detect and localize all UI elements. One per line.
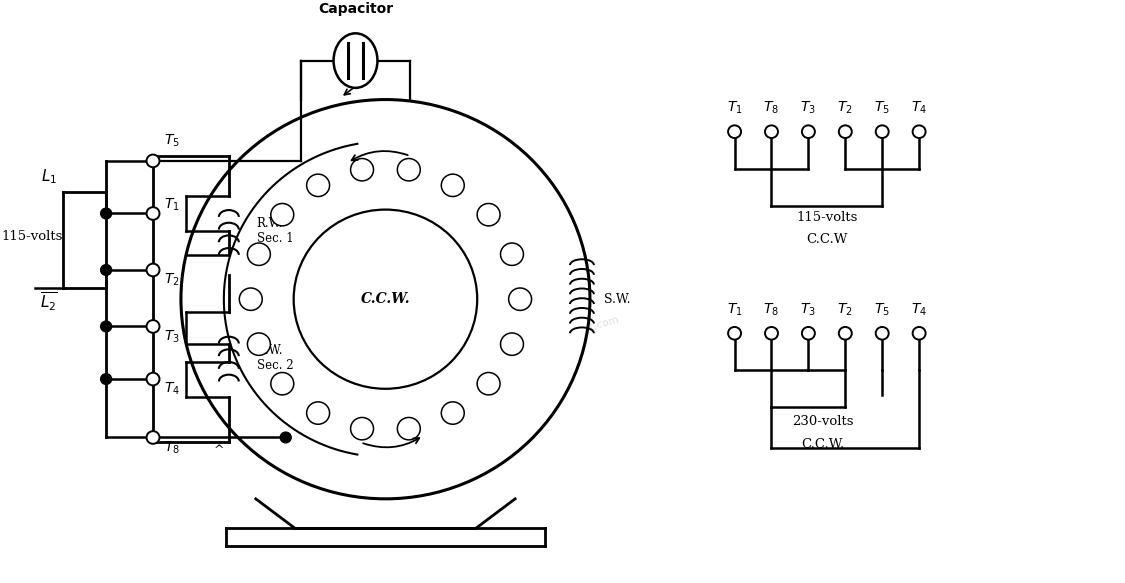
- Circle shape: [508, 288, 532, 310]
- Text: R.W.
Sec. 1: R.W. Sec. 1: [256, 217, 294, 245]
- Text: 230-volts: 230-volts: [793, 415, 854, 428]
- Text: http://ijyamp.blogspot.com: http://ijyamp.blogspot.com: [282, 182, 418, 240]
- Text: $T_{2}$: $T_{2}$: [837, 100, 853, 116]
- Circle shape: [248, 243, 270, 265]
- Text: S.W.: S.W.: [604, 293, 630, 305]
- Ellipse shape: [334, 33, 378, 88]
- Text: $L_1$: $L_1$: [40, 167, 57, 186]
- Circle shape: [441, 174, 465, 196]
- Circle shape: [501, 333, 523, 356]
- Text: $T_{5}$: $T_{5}$: [874, 100, 890, 116]
- Circle shape: [307, 402, 330, 424]
- Text: $T_1$: $T_1$: [164, 196, 180, 213]
- Circle shape: [802, 125, 814, 138]
- Text: $T_5$: $T_5$: [164, 133, 180, 149]
- Text: C.C.W: C.C.W: [807, 233, 847, 246]
- Text: http://ijyamp.blogspot.com: http://ijyamp.blogspot.com: [282, 406, 418, 465]
- Text: $T_{8}$: $T_{8}$: [764, 301, 780, 318]
- Circle shape: [477, 373, 501, 395]
- Text: http://ijyamp.blogspot.com: http://ijyamp.blogspot.com: [480, 315, 620, 361]
- Circle shape: [248, 333, 270, 356]
- Circle shape: [146, 373, 160, 385]
- Text: C.C.W.: C.C.W.: [361, 292, 411, 306]
- Circle shape: [765, 327, 778, 340]
- Circle shape: [240, 288, 262, 310]
- Circle shape: [875, 327, 889, 340]
- Circle shape: [146, 264, 160, 276]
- Text: $T_{2}$: $T_{2}$: [837, 301, 853, 318]
- Text: $T_{8}$: $T_{8}$: [764, 100, 780, 116]
- Text: $T_{1}$: $T_{1}$: [727, 100, 742, 116]
- Text: $T_4$: $T_4$: [164, 381, 180, 398]
- Text: $T_{5}$: $T_{5}$: [874, 301, 890, 318]
- Circle shape: [397, 159, 421, 181]
- Text: $T_{4}$: $T_{4}$: [911, 100, 927, 116]
- Circle shape: [294, 210, 477, 389]
- Text: $T_2$: $T_2$: [164, 272, 180, 289]
- Text: R.W.
Sec. 2: R.W. Sec. 2: [256, 343, 294, 371]
- Text: $T_{1}$: $T_{1}$: [727, 301, 742, 318]
- Circle shape: [181, 100, 590, 499]
- Text: $T_{3}$: $T_{3}$: [801, 100, 817, 116]
- Text: $T_{4}$: $T_{4}$: [911, 301, 927, 318]
- Text: 115-volts: 115-volts: [1, 230, 63, 243]
- Circle shape: [146, 320, 160, 333]
- Circle shape: [146, 431, 160, 444]
- Circle shape: [100, 374, 111, 384]
- Circle shape: [875, 125, 889, 138]
- Text: $T_8$: $T_8$: [164, 440, 180, 456]
- Text: $T_{3}$: $T_{3}$: [801, 301, 817, 318]
- Text: $T_3$: $T_3$: [164, 328, 180, 345]
- Circle shape: [100, 265, 111, 275]
- Circle shape: [912, 125, 926, 138]
- Circle shape: [100, 321, 111, 332]
- Text: C.C.W.: C.C.W.: [802, 438, 845, 451]
- Circle shape: [307, 174, 330, 196]
- Circle shape: [728, 125, 741, 138]
- Text: Capacitor: Capacitor: [318, 2, 393, 16]
- Circle shape: [802, 327, 814, 340]
- Circle shape: [397, 417, 421, 440]
- Circle shape: [146, 207, 160, 220]
- Text: $\overline{L_2}$: $\overline{L_2}$: [39, 290, 57, 312]
- Circle shape: [100, 208, 111, 219]
- Circle shape: [839, 125, 852, 138]
- Circle shape: [501, 243, 523, 265]
- Circle shape: [912, 327, 926, 340]
- Circle shape: [271, 373, 294, 395]
- Circle shape: [351, 417, 374, 440]
- Text: 115-volts: 115-volts: [796, 210, 857, 223]
- Circle shape: [146, 154, 160, 167]
- Circle shape: [728, 327, 741, 340]
- Circle shape: [351, 159, 374, 181]
- Circle shape: [839, 327, 852, 340]
- Text: ^: ^: [214, 444, 224, 457]
- Circle shape: [477, 203, 501, 226]
- Circle shape: [441, 402, 465, 424]
- Circle shape: [280, 432, 291, 443]
- Circle shape: [271, 203, 294, 226]
- Circle shape: [765, 125, 778, 138]
